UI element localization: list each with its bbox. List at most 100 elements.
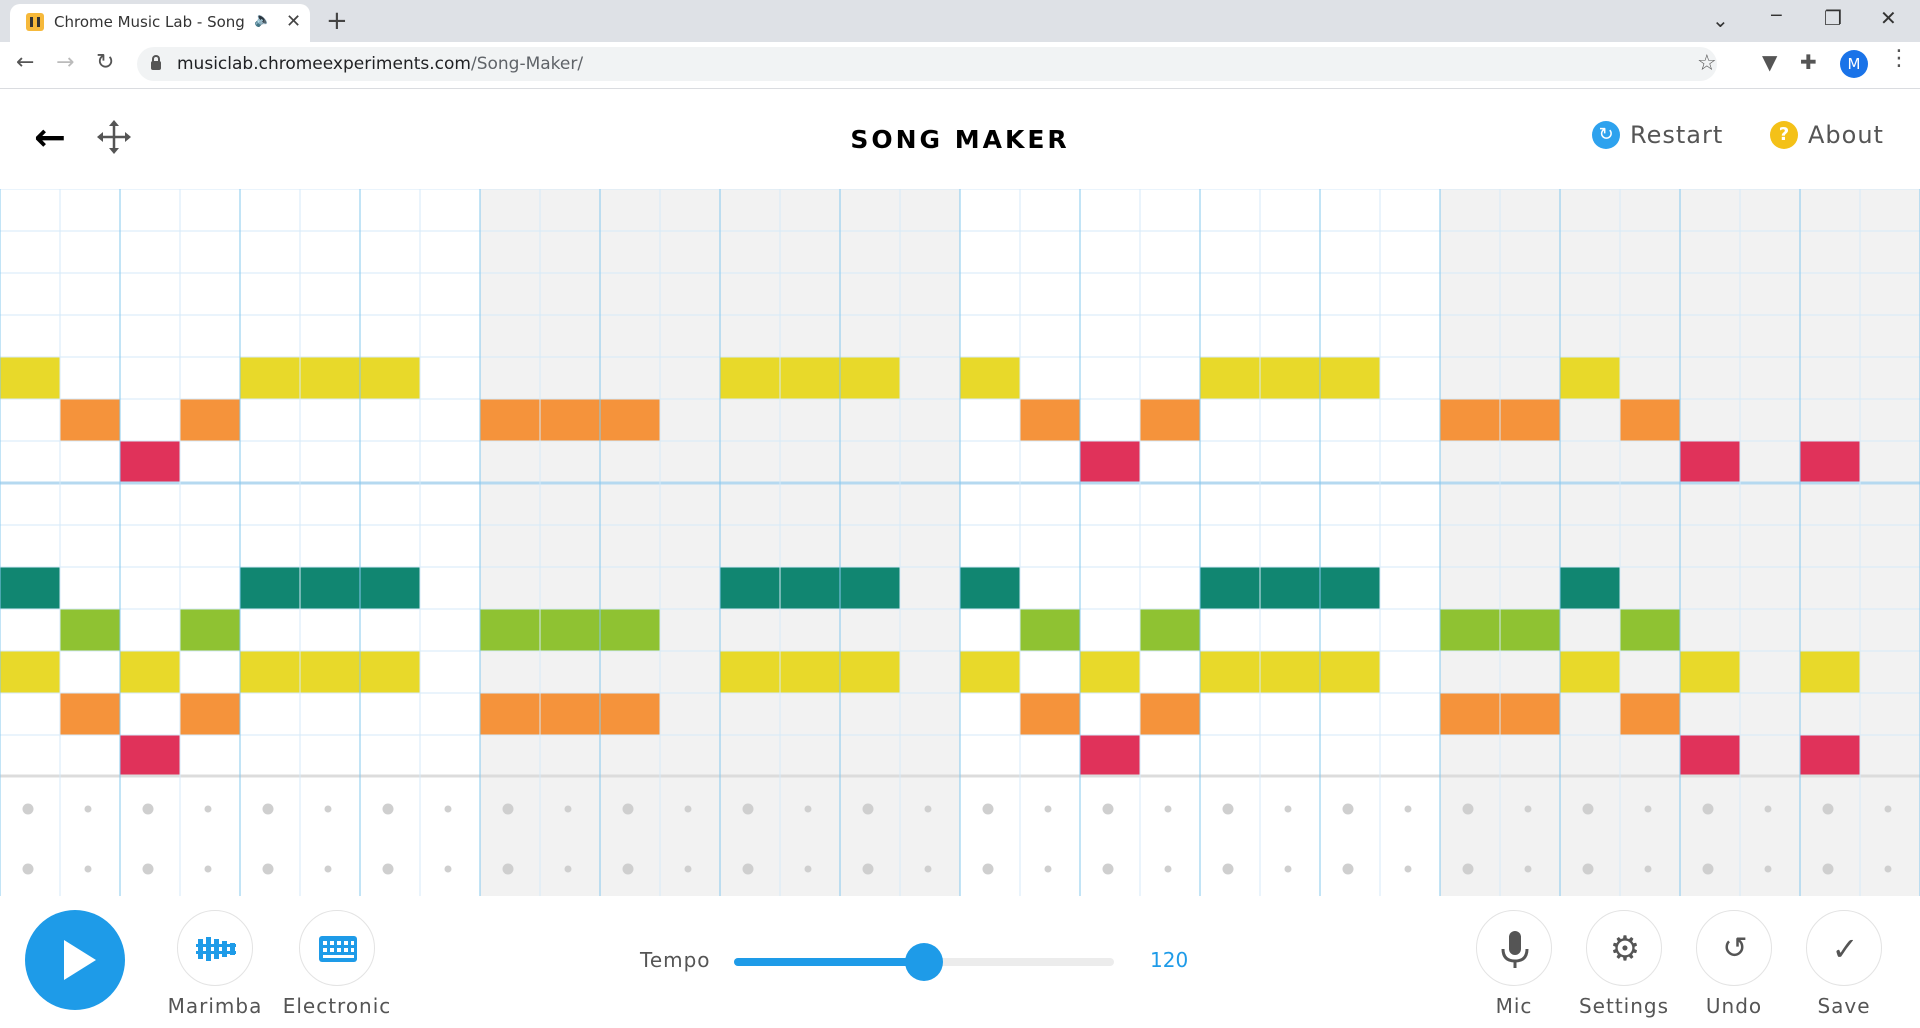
note-cell[interactable] — [1800, 735, 1860, 777]
note-cell[interactable] — [1200, 651, 1260, 693]
note-cell[interactable] — [960, 567, 1020, 609]
move-arrows-icon[interactable] — [96, 119, 132, 155]
note-cell[interactable] — [600, 693, 660, 735]
note-cell[interactable] — [1020, 693, 1080, 735]
percussion-dot[interactable] — [22, 863, 34, 875]
percussion-dot[interactable] — [382, 863, 394, 875]
note-cell[interactable] — [1080, 735, 1140, 777]
note-cell[interactable] — [1680, 735, 1740, 777]
note-cell[interactable] — [960, 357, 1020, 399]
note-cell[interactable] — [720, 651, 780, 693]
address-bar[interactable]: musiclab.chromeexperiments.com/Song-Make… — [137, 47, 1717, 81]
note-cell[interactable] — [120, 651, 180, 693]
percussion-dot[interactable] — [1702, 863, 1714, 875]
note-cell[interactable] — [780, 357, 840, 399]
note-cell[interactable] — [1500, 399, 1560, 441]
note-cell[interactable] — [240, 651, 300, 693]
percussion-dot[interactable] — [742, 803, 754, 815]
note-cell[interactable] — [1560, 567, 1620, 609]
marimba-instrument-button[interactable] — [177, 910, 253, 986]
browser-menu-icon[interactable]: ⋮ — [1888, 46, 1910, 71]
note-cell[interactable] — [1140, 399, 1200, 441]
note-cell[interactable] — [480, 693, 540, 735]
bookmark-star-icon[interactable]: ☆ — [1697, 51, 1717, 76]
note-cell[interactable] — [1260, 567, 1320, 609]
note-cell[interactable] — [1320, 357, 1380, 399]
tempo-slider[interactable] — [734, 943, 1114, 981]
percussion-dot[interactable] — [1102, 803, 1114, 815]
percussion-dot[interactable] — [804, 865, 812, 873]
percussion-dot[interactable] — [684, 805, 692, 813]
tempo-slider-thumb[interactable] — [905, 943, 943, 981]
note-cell[interactable] — [180, 399, 240, 441]
percussion-dot[interactable] — [1524, 805, 1532, 813]
note-cell[interactable] — [1440, 609, 1500, 651]
note-cell[interactable] — [720, 357, 780, 399]
note-cell[interactable] — [720, 567, 780, 609]
percussion-dot[interactable] — [204, 865, 212, 873]
undo-button[interactable]: ↺ — [1696, 910, 1772, 986]
note-cell[interactable] — [360, 651, 420, 693]
percussion-dot[interactable] — [564, 865, 572, 873]
note-cell[interactable] — [300, 651, 360, 693]
tab-search-icon[interactable]: ⌄ — [1712, 8, 1729, 32]
note-grid[interactable] — [0, 189, 1920, 896]
note-cell[interactable] — [1320, 651, 1380, 693]
percussion-dot[interactable] — [502, 803, 514, 815]
note-cell[interactable] — [1680, 651, 1740, 693]
percussion-dot[interactable] — [862, 863, 874, 875]
percussion-dot[interactable] — [262, 863, 274, 875]
percussion-dot[interactable] — [622, 863, 634, 875]
note-cell[interactable] — [540, 399, 600, 441]
percussion-dot[interactable] — [444, 865, 452, 873]
percussion-dot[interactable] — [1164, 865, 1172, 873]
percussion-dot[interactable] — [1884, 805, 1892, 813]
note-grid-canvas[interactable] — [0, 189, 1920, 896]
percussion-dot[interactable] — [1404, 805, 1412, 813]
note-cell[interactable] — [600, 609, 660, 651]
note-cell[interactable] — [240, 567, 300, 609]
note-cell[interactable] — [1320, 567, 1380, 609]
forward-icon[interactable]: → — [56, 50, 75, 75]
note-cell[interactable] — [480, 609, 540, 651]
note-cell[interactable] — [1260, 357, 1320, 399]
percussion-dot[interactable] — [1284, 865, 1292, 873]
percussion-dot[interactable] — [1044, 865, 1052, 873]
note-cell[interactable] — [1260, 651, 1320, 693]
note-cell[interactable] — [1500, 609, 1560, 651]
note-cell[interactable] — [360, 567, 420, 609]
percussion-dot[interactable] — [1222, 803, 1234, 815]
extension-filter-icon[interactable]: ▼ — [1762, 50, 1778, 74]
note-cell[interactable] — [1080, 651, 1140, 693]
back-icon[interactable]: ← — [16, 50, 35, 75]
percussion-dot[interactable] — [1644, 865, 1652, 873]
note-cell[interactable] — [960, 651, 1020, 693]
note-cell[interactable] — [1620, 693, 1680, 735]
percussion-dot[interactable] — [142, 803, 154, 815]
note-cell[interactable] — [0, 567, 60, 609]
minimize-icon[interactable]: ‒ — [1770, 2, 1783, 26]
restart-button[interactable]: ↻ Restart — [1592, 121, 1723, 149]
percussion-dot[interactable] — [862, 803, 874, 815]
note-cell[interactable] — [1560, 651, 1620, 693]
note-cell[interactable] — [540, 693, 600, 735]
percussion-dot[interactable] — [1582, 803, 1594, 815]
note-cell[interactable] — [0, 651, 60, 693]
percussion-dot[interactable] — [982, 863, 994, 875]
percussion-dot[interactable] — [742, 863, 754, 875]
note-cell[interactable] — [1080, 441, 1140, 483]
percussion-dot[interactable] — [262, 803, 274, 815]
percussion-dot[interactable] — [1822, 803, 1834, 815]
electronic-instrument-button[interactable] — [299, 910, 375, 986]
note-cell[interactable] — [1500, 693, 1560, 735]
note-cell[interactable] — [780, 651, 840, 693]
mic-button[interactable] — [1476, 910, 1552, 986]
note-cell[interactable] — [300, 357, 360, 399]
note-cell[interactable] — [60, 609, 120, 651]
percussion-dot[interactable] — [324, 805, 332, 813]
percussion-dot[interactable] — [1102, 863, 1114, 875]
back-arrow-icon[interactable]: ← — [34, 115, 66, 159]
percussion-dot[interactable] — [142, 863, 154, 875]
note-cell[interactable] — [1140, 609, 1200, 651]
percussion-dot[interactable] — [1644, 805, 1652, 813]
